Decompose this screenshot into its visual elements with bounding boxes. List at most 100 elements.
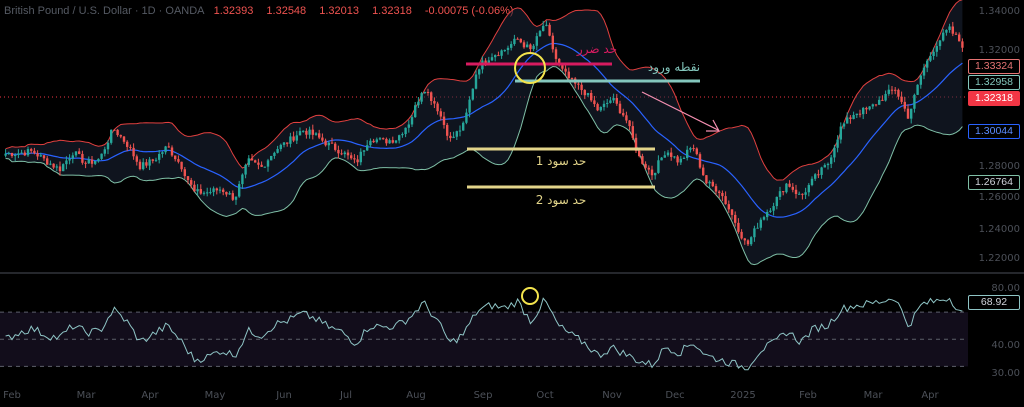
candle-body (391, 140, 394, 143)
candle-body (753, 228, 756, 238)
direction-arrow-head (706, 119, 721, 132)
candle-body (410, 117, 414, 125)
candle-body (180, 161, 183, 170)
candle-body (327, 142, 330, 146)
candle-body (273, 152, 276, 156)
candle-body (855, 113, 858, 116)
candle-body (702, 167, 705, 176)
upper-band-line (5, 0, 963, 181)
candle-body (644, 163, 647, 168)
candle-body (465, 112, 468, 123)
candle-body (807, 185, 810, 193)
candle-body (20, 152, 23, 154)
ohlc-header: British Pound / U.S. Dollar · 1D · OANDA… (4, 5, 524, 17)
candle-body (532, 45, 535, 50)
candle-body (926, 60, 929, 68)
candle-body (375, 139, 378, 143)
candle-body (884, 93, 887, 101)
entry-price-label: 1.32958 (968, 75, 1020, 90)
low-value: 1.32013 (319, 5, 359, 17)
candle-body (343, 152, 346, 155)
candle-body (420, 93, 423, 102)
candle-body (132, 147, 135, 157)
entry-annotation: نقطه ورود (648, 60, 700, 75)
candle-body (113, 129, 116, 131)
candle-body (33, 150, 36, 154)
candle-body (234, 196, 238, 200)
candle-body (254, 160, 257, 163)
candle-body (814, 174, 817, 179)
candle-body (593, 100, 596, 105)
candle-body (494, 55, 497, 58)
candle-body (71, 155, 74, 159)
candle-body (721, 192, 724, 197)
candle-body (689, 148, 692, 150)
candle-body (798, 193, 801, 195)
candle-body (695, 148, 698, 155)
price-axis-tick: 1.22000 (979, 253, 1020, 264)
candle-body (346, 152, 350, 156)
candle-body (407, 124, 410, 128)
candle-body (401, 134, 404, 136)
rsi-highlight-circle (521, 287, 539, 305)
candle-body (890, 89, 894, 91)
candle-body (714, 186, 718, 192)
basis-price-label: 1.30044 (968, 124, 1020, 139)
candle-body (462, 122, 465, 131)
candle-body (615, 98, 618, 104)
candle-body (330, 142, 334, 144)
candle-body (356, 159, 359, 163)
tp1-annotation: حد سود 1 (536, 154, 587, 169)
candle-body (289, 136, 292, 144)
candle-body (442, 116, 446, 125)
candle-body (628, 120, 631, 127)
candle-body (350, 155, 353, 159)
candle-body (500, 50, 503, 56)
candle-body (522, 42, 526, 48)
candle-body (657, 160, 660, 173)
candle-body (590, 92, 593, 101)
candle-body (718, 191, 721, 193)
candle-body (426, 91, 430, 93)
candle-body (161, 152, 164, 154)
time-axis-tick: 2025 (730, 390, 755, 401)
candle-body (439, 111, 442, 117)
candle-body (78, 151, 81, 154)
candle-body (705, 175, 708, 184)
candle-body (583, 90, 586, 96)
candle-body (670, 152, 673, 157)
candle-body (279, 144, 282, 150)
candle-body (686, 149, 689, 158)
candle-body (74, 151, 78, 156)
candle-body (535, 36, 538, 46)
candle-body (97, 158, 100, 161)
candle-body (906, 108, 910, 119)
candle-body (126, 141, 129, 147)
candle-body (916, 84, 919, 95)
candle-body (151, 159, 154, 161)
candle-body (666, 152, 670, 156)
candle-body (769, 210, 772, 212)
candle-body (388, 140, 391, 144)
candle-body (186, 176, 190, 181)
candle-body (794, 189, 798, 195)
candle-body (772, 206, 775, 211)
candle-body (609, 100, 612, 103)
candle-body (385, 138, 388, 144)
candle-body (839, 126, 842, 140)
candle-body (209, 192, 212, 194)
candle-body (548, 24, 551, 36)
candle-body (154, 159, 158, 161)
time-axis-tick: Feb (3, 390, 21, 401)
candle-body (145, 162, 148, 166)
candle-body (484, 60, 487, 64)
candle-body (286, 142, 289, 144)
candle-body (791, 186, 794, 190)
candle-body (295, 135, 298, 141)
time-axis-tick: Feb (799, 390, 817, 401)
candle-body (218, 189, 222, 191)
candle-body (519, 38, 522, 43)
lower-band-line (5, 66, 963, 266)
lower-band-price-label: 1.26764 (968, 175, 1020, 190)
